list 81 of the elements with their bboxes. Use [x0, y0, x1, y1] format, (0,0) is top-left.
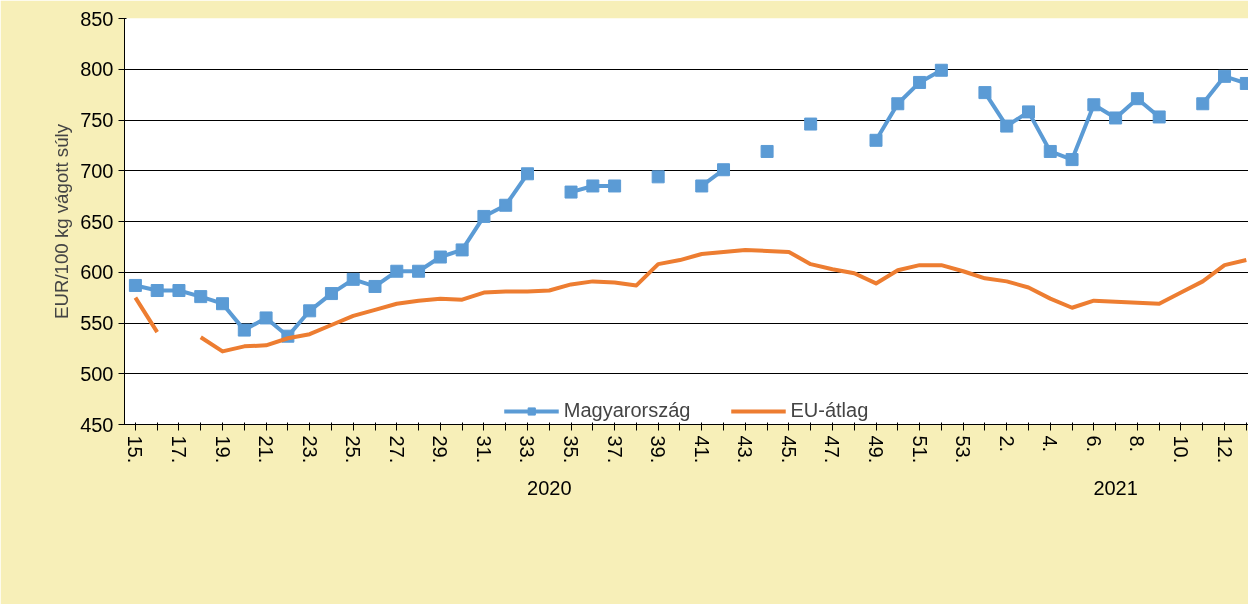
point — [1218, 69, 1232, 83]
point — [499, 198, 513, 212]
point — [477, 209, 491, 223]
x-tick-label: 45. — [777, 435, 800, 464]
x-tick-label: 43. — [734, 435, 757, 464]
x-tick-label: 33. — [516, 435, 539, 464]
x-tick-label: 6. — [1082, 435, 1105, 453]
x-tick-label: 10. — [1169, 435, 1192, 464]
legend-label: Magyarország — [563, 399, 691, 422]
x-tick-label: 21. — [255, 435, 278, 464]
x-tick-label: 2. — [995, 435, 1018, 453]
x-tick-label: 27. — [385, 435, 408, 464]
point — [1000, 119, 1014, 133]
x-tick-label: 19. — [211, 435, 234, 464]
x-tick-label: 49. — [865, 435, 888, 464]
point — [128, 278, 142, 292]
x-tick-label: 23. — [298, 435, 321, 464]
point — [608, 179, 622, 193]
x-tick-label: 8. — [1126, 435, 1149, 453]
point — [934, 63, 948, 77]
point — [368, 279, 382, 293]
point — [1109, 111, 1123, 125]
point — [150, 284, 164, 298]
point — [760, 144, 774, 158]
point — [346, 272, 360, 286]
y-tick-label: 500 — [80, 362, 114, 385]
x-tick-label: 35. — [560, 435, 583, 464]
y-tick-label: 800 — [80, 58, 114, 81]
point — [324, 287, 338, 301]
y-tick-label: 700 — [80, 159, 114, 182]
point — [412, 264, 426, 278]
point — [1043, 144, 1057, 158]
x-tick-label: 41. — [690, 435, 713, 464]
y-tick-label: 450 — [80, 413, 114, 436]
point — [1021, 105, 1035, 119]
x-tick-label: 51. — [908, 435, 931, 464]
x-tick-label: 12. — [1213, 435, 1236, 464]
text: 2021 — [1093, 476, 1138, 499]
point — [1087, 98, 1101, 112]
point — [564, 185, 578, 199]
point — [891, 97, 905, 111]
point — [390, 264, 404, 278]
point — [869, 133, 883, 147]
point — [455, 243, 469, 257]
x-tick-label: 25. — [342, 435, 365, 464]
point — [172, 284, 186, 298]
legend-label: EU-átlag — [790, 399, 869, 422]
point — [717, 163, 731, 177]
y-tick-label: 850 — [80, 7, 114, 30]
point — [194, 290, 208, 304]
y-tick-label: 750 — [80, 109, 114, 131]
point — [433, 250, 447, 264]
point — [303, 304, 317, 318]
point — [586, 179, 600, 193]
y-tick-label: 550 — [80, 312, 114, 334]
y-axis-title: EUR/100 kg vágott súly — [51, 123, 73, 319]
x-tick-label: 47. — [821, 435, 844, 464]
point — [804, 117, 818, 131]
point — [237, 323, 251, 337]
x-tick-label: 15. — [124, 435, 147, 464]
point — [1130, 92, 1144, 106]
x-tick-label: 29. — [429, 435, 452, 464]
point — [695, 179, 709, 193]
y-tick-label: 650 — [80, 210, 114, 233]
x-tick-label: 17. — [167, 435, 190, 464]
point — [1152, 110, 1166, 124]
x-tick-label: 31. — [472, 435, 495, 464]
point — [1065, 153, 1079, 167]
x-tick-label: 37. — [603, 435, 626, 464]
x-tick-label: 39. — [647, 435, 670, 464]
point — [259, 311, 273, 325]
point — [1196, 97, 1210, 111]
point — [651, 170, 665, 184]
point — [913, 75, 927, 89]
x-tick-label: 4. — [1039, 435, 1062, 453]
text: 2020 — [527, 476, 572, 499]
point — [520, 167, 534, 181]
x-tick-label: 53. — [952, 435, 975, 464]
y-tick-label: 600 — [80, 261, 114, 284]
point — [978, 86, 992, 100]
point — [216, 297, 230, 311]
